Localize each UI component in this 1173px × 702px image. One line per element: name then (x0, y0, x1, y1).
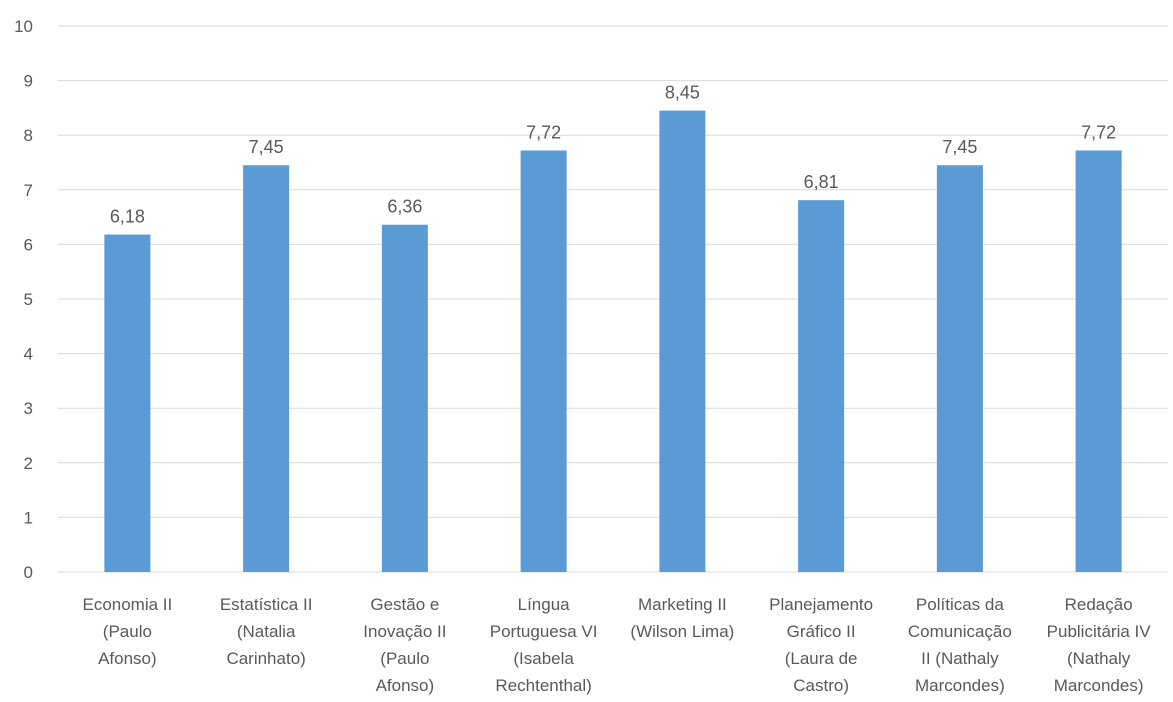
y-tick-label: 10 (14, 17, 33, 36)
x-tick-label-line: Marketing II (638, 595, 727, 614)
x-tick-label-line: (Wilson Lima) (630, 622, 734, 641)
y-axis: 0 1 2 3 4 5 6 7 8 9 10 (14, 17, 33, 582)
x-tick-label: Estatística II (Natalia Carinhato) (220, 595, 313, 668)
x-tick-label-line: (Natalia (237, 622, 296, 641)
bar (798, 200, 845, 572)
x-tick-label-line: Castro) (793, 676, 849, 695)
x-tick-label-line: Estatística II (220, 595, 313, 614)
x-tick-label-line: II (Nathaly (921, 649, 999, 668)
gridlines (58, 25, 1168, 573)
data-label: 6,36 (387, 197, 422, 217)
x-tick-label: Marketing II (Wilson Lima) (630, 595, 734, 641)
x-tick-label-line: Carinhato) (226, 649, 305, 668)
x-tick-label-line: (Paulo (380, 649, 429, 668)
x-tick-label-line: Portuguesa VI (490, 622, 598, 641)
x-tick-label-line: (Laura de (785, 649, 858, 668)
x-tick-label-line: (Paulo (103, 622, 152, 641)
bar (381, 224, 428, 572)
y-tick-label: 1 (24, 508, 33, 527)
data-label: 7,45 (942, 137, 977, 157)
data-labels: 6,18 7,45 6,36 7,72 8,45 6,81 7,45 7,72 (110, 83, 1116, 227)
x-tick-label-line: Redação (1065, 595, 1133, 614)
x-tick-label-line: Planejamento (769, 595, 873, 614)
bar (520, 150, 567, 572)
x-tick-label-line: Gráfico II (787, 622, 856, 641)
x-tick-label: Planejamento Gráfico II (Laura de Castro) (769, 595, 873, 695)
x-tick-label: Economia II (Paulo Afonso) (82, 595, 172, 668)
x-tick-label-line: Gestão e (370, 595, 439, 614)
x-tick-label-line: Publicitária IV (1047, 622, 1152, 641)
x-tick-label: Políticas da Comunicação II (Nathaly Marcon… (908, 595, 1012, 695)
x-tick-label-line: (Isabela (513, 649, 574, 668)
x-tick-label-line: Marcondes) (915, 676, 1005, 695)
y-tick-label: 3 (24, 399, 33, 418)
bar (936, 165, 983, 573)
data-label: 6,81 (804, 172, 839, 192)
x-tick-label-line: Língua (518, 595, 571, 614)
x-axis: Economia II (Paulo Afonso) Estatística II (N… (82, 595, 1151, 695)
bar (659, 110, 706, 572)
x-tick-label-line: Economia II (82, 595, 172, 614)
x-tick-label-line: Afonso) (376, 676, 435, 695)
x-tick-label-line: Afonso) (98, 649, 157, 668)
x-tick-label-line: Inovação II (363, 622, 446, 641)
data-label: 8,45 (665, 83, 700, 103)
y-tick-label: 6 (24, 235, 33, 254)
bar (104, 234, 151, 572)
x-tick-label: Redação Publicitária IV (Nathaly Marcondes) (1047, 595, 1152, 695)
data-label: 7,45 (249, 137, 284, 157)
y-tick-label: 8 (24, 126, 33, 145)
bar (1075, 150, 1122, 572)
bar (243, 165, 290, 573)
y-tick-label: 5 (24, 290, 33, 309)
x-tick-label-line: (Nathaly (1067, 649, 1131, 668)
y-tick-label: 2 (24, 454, 33, 473)
x-tick-label-line: Marcondes) (1054, 676, 1144, 695)
data-label: 7,72 (526, 122, 561, 142)
x-tick-label-line: Rechtenthal) (495, 676, 591, 695)
data-label: 6,18 (110, 207, 145, 227)
y-tick-label: 4 (24, 345, 33, 364)
x-tick-label: Gestão e Inovação II (Paulo Afonso) (363, 595, 446, 695)
y-tick-label: 7 (24, 181, 33, 200)
data-label: 7,72 (1081, 122, 1116, 142)
y-tick-label: 0 (24, 563, 33, 582)
y-tick-label: 9 (24, 72, 33, 91)
x-tick-label-line: Políticas da (916, 595, 1004, 614)
bars (104, 110, 1122, 573)
x-tick-label-line: Comunicação (908, 622, 1012, 641)
x-tick-label: Língua Portuguesa VI (Isabela Rechtenthal) (490, 595, 598, 695)
